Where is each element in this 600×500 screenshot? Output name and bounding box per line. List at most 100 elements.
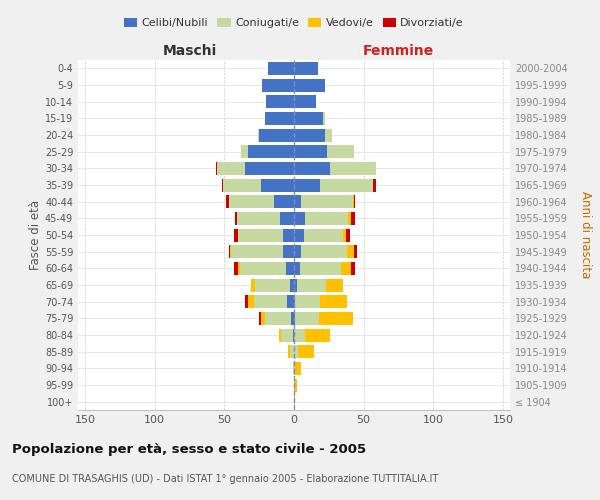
Bar [265,112,294,125]
Bar [281,328,293,342]
Bar [294,328,305,342]
Bar [294,212,305,225]
Bar [305,328,330,342]
Bar [298,345,314,358]
Bar [245,295,248,308]
Bar [265,312,291,325]
Bar [295,312,319,325]
Text: Maschi: Maschi [163,44,217,58]
Bar [283,245,294,258]
Bar [290,278,294,291]
Bar [320,295,347,308]
Bar [293,328,294,342]
Bar [295,295,320,308]
Bar [294,295,295,308]
Bar [239,262,286,275]
Y-axis label: Anni di nascita: Anni di nascita [579,192,592,278]
Bar [294,278,297,291]
Bar [248,295,254,308]
Bar [323,112,325,125]
Bar [238,262,239,275]
Bar [294,362,295,375]
Bar [294,312,295,325]
Bar [290,345,294,358]
Bar [230,245,231,258]
Bar [289,345,290,358]
Bar [304,228,343,241]
Bar [294,112,323,125]
Bar [328,145,354,158]
Bar [305,212,349,225]
Bar [299,262,341,275]
Bar [353,195,354,208]
Bar [351,212,355,225]
Bar [229,245,230,258]
Bar [351,262,355,275]
Bar [235,212,237,225]
Bar [343,228,346,241]
Bar [287,295,294,308]
Bar [294,128,325,141]
Bar [294,262,299,275]
Bar [373,178,376,192]
Bar [268,62,294,75]
Bar [241,145,248,158]
Bar [278,328,281,342]
Text: COMUNE DI TRASAGHIS (UD) - Dati ISTAT 1° gennaio 2005 - Elaborazione TUTTITALIA.: COMUNE DI TRASAGHIS (UD) - Dati ISTAT 1°… [12,474,438,484]
Bar [229,195,274,208]
Text: Popolazione per età, sesso e stato civile - 2005: Popolazione per età, sesso e stato civil… [12,442,366,456]
Bar [259,312,260,325]
Bar [226,195,229,208]
Bar [325,128,332,141]
Bar [294,145,328,158]
Bar [295,362,301,375]
Bar [349,212,351,225]
Bar [254,295,287,308]
Bar [260,178,294,192]
Bar [319,312,353,325]
Bar [223,178,260,192]
Bar [301,245,347,258]
Bar [274,195,294,208]
Bar [248,145,294,158]
Bar [347,245,354,258]
Bar [294,245,301,258]
Bar [231,245,283,258]
Bar [294,345,298,358]
Bar [354,245,357,258]
Bar [341,262,351,275]
Bar [294,78,325,92]
Y-axis label: Fasce di età: Fasce di età [29,200,42,270]
Bar [238,228,283,241]
Bar [291,312,294,325]
Bar [294,378,297,392]
Bar [320,178,373,192]
Bar [266,95,294,108]
Bar [294,162,330,175]
Bar [255,278,290,291]
Bar [294,195,301,208]
Bar [217,162,245,175]
Bar [294,62,317,75]
Bar [346,228,350,241]
Bar [260,312,265,325]
Bar [326,278,343,291]
Bar [283,228,294,241]
Bar [259,128,294,141]
Bar [234,228,238,241]
Bar [258,128,259,141]
Bar [294,178,320,192]
Bar [251,278,255,291]
Text: Femmine: Femmine [363,44,434,58]
Bar [354,195,355,208]
Bar [330,162,376,175]
Bar [221,178,223,192]
Legend: Celibi/Nubili, Coniugati/e, Vedovi/e, Divorziati/e: Celibi/Nubili, Coniugati/e, Vedovi/e, Di… [119,13,469,32]
Bar [280,212,294,225]
Bar [294,395,295,408]
Bar [297,278,326,291]
Bar [245,162,294,175]
Bar [301,195,353,208]
Bar [294,228,304,241]
Bar [286,262,294,275]
